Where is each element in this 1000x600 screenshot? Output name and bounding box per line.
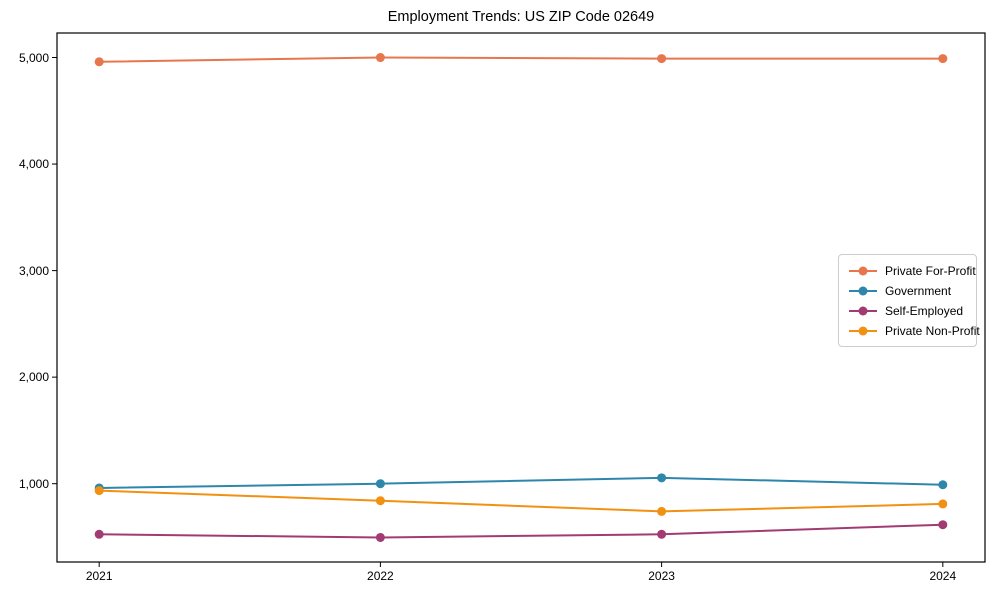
x-tick-label: 2023 [648, 569, 675, 583]
y-tick-label: 3,000 [18, 263, 49, 278]
legend-label: Private Non-Profit [885, 323, 980, 338]
data-point [94, 529, 104, 539]
legend: Private For-Profit Government Self-Emplo… [838, 254, 980, 347]
series-line-private-for-profit [99, 56, 943, 63]
y-tick-label: 4,000 [18, 157, 49, 172]
plot-border [56, 32, 986, 563]
series-line-government [99, 476, 943, 489]
legend-item: Private For-Profit [848, 262, 976, 279]
legend-item: Self-Employed [848, 302, 967, 319]
data-point [375, 532, 385, 542]
legend-marker-icon [849, 326, 877, 335]
legend-item: Private Non-Profit [848, 322, 980, 339]
series-line-self-employed [99, 523, 943, 539]
data-point [375, 479, 385, 489]
data-point [657, 473, 667, 483]
data-point [938, 520, 948, 530]
data-point [94, 57, 104, 67]
data-point [938, 499, 948, 509]
data-point [657, 54, 667, 64]
data-point [94, 486, 104, 496]
data-point [938, 54, 948, 64]
x-tick-label: 2022 [367, 569, 394, 583]
y-tick-label: 1,000 [18, 476, 49, 491]
y-tick-label: 2,000 [18, 370, 49, 385]
legend-marker-icon [849, 306, 877, 315]
x-tick-label: 2021 [85, 569, 113, 583]
data-point [657, 529, 667, 539]
legend-item: Government [848, 282, 967, 299]
data-point [375, 53, 385, 63]
y-tick-label: 5,000 [18, 50, 49, 65]
data-point [375, 496, 385, 506]
legend-label: Government [885, 283, 952, 298]
series-line-private-non-profit [99, 489, 943, 513]
legend-marker-icon [849, 266, 877, 275]
data-point [938, 480, 948, 490]
chart-title: Employment Trends: US ZIP Code 02649 [387, 9, 655, 25]
legend-marker-icon [849, 286, 877, 295]
legend-label: Private For-Profit [885, 263, 976, 278]
data-point [657, 506, 667, 516]
x-tick-label: 2024 [929, 569, 957, 583]
legend-label: Self-Employed [885, 303, 964, 318]
